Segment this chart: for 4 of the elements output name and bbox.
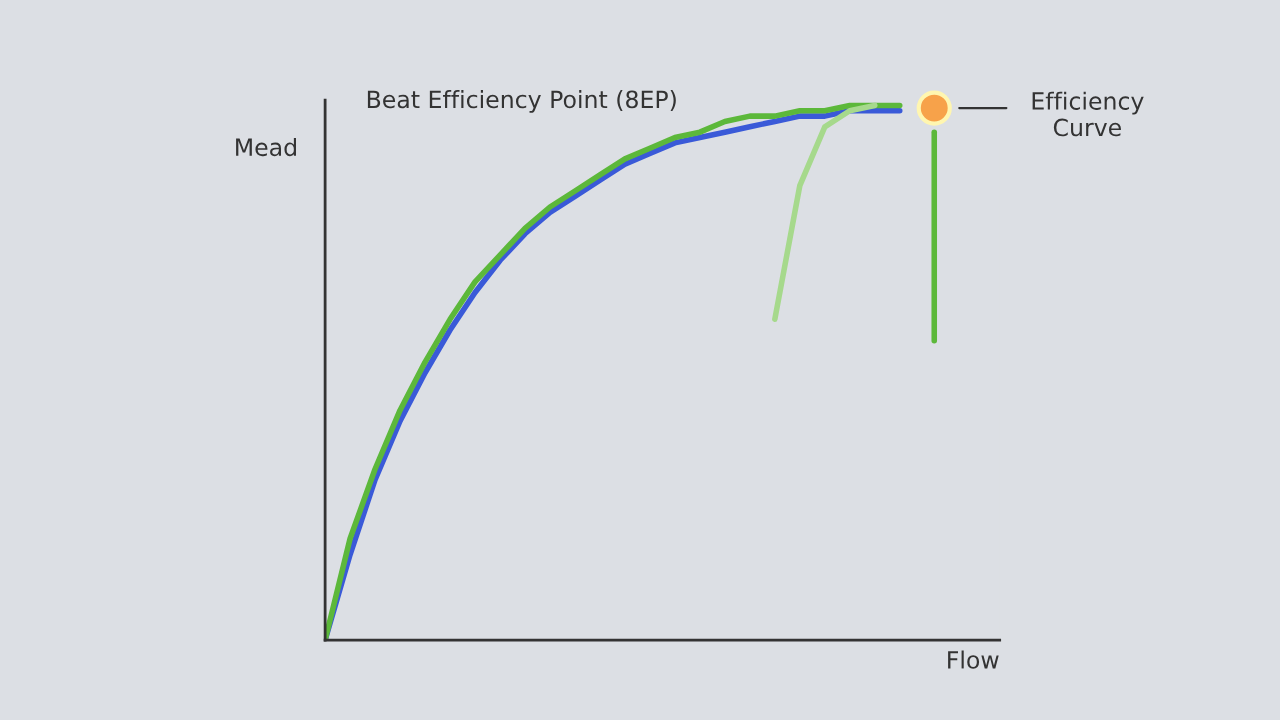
y-axis-title: Mead — [236, 137, 296, 157]
x-axis-title: Flow — [948, 650, 999, 669]
chart-title: Beat Efficiency Point (8EP) — [367, 90, 676, 113]
text: Efficiency Curve — [1032, 91, 1144, 137]
